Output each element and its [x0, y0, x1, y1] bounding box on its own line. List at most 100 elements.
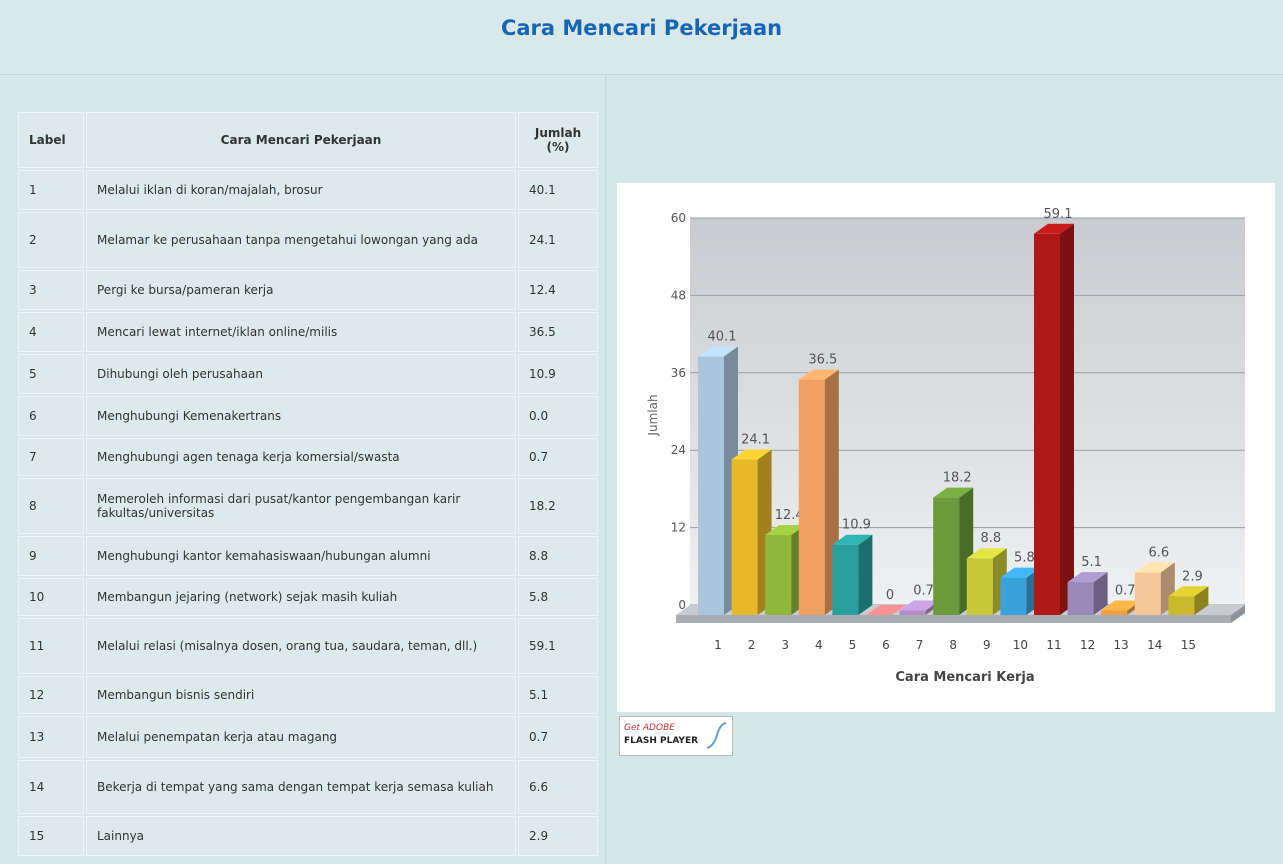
bar-top [866, 605, 906, 615]
y-axis-title: Jumlah [646, 394, 660, 436]
table-cell: Pergi ke bursa/pameran kerja [86, 270, 516, 310]
flash-badge[interactable]: Get ADOBE FLASH PLAYER [619, 716, 733, 756]
bar-top [1034, 223, 1074, 234]
table-cell: 0.7 [518, 716, 598, 758]
table-row: 6 Menghubungi Kemenakertrans 0.0 [18, 396, 598, 436]
table-cell: Bekerja di tempat yang sama dengan tempa… [86, 760, 516, 814]
x-tick-label: 9 [983, 638, 991, 652]
table-cell: 10 [18, 578, 84, 616]
table-row: 11 Melalui relasi (misalnya dosen, orang … [18, 618, 598, 674]
table-cell: 10.9 [518, 354, 598, 394]
table-cell: Melalui penempatan kerja atau magang [86, 716, 516, 758]
bar-side [1093, 572, 1108, 615]
table-cell: 12 [18, 676, 84, 714]
table-cell: 36.5 [518, 312, 598, 352]
table-row: 10 Membangun jejaring (network) sejak mas… [18, 578, 598, 616]
table-cell: 9 [18, 536, 84, 576]
table-cell: 5.8 [518, 578, 598, 616]
bar-top [1101, 600, 1142, 611]
x-tick-label: 4 [815, 638, 823, 652]
bar-top [966, 548, 1007, 559]
table-cell: Melamar ke perusahaan tanpa mengetahui l… [86, 212, 516, 268]
table-cell: Menghubungi agen tenaga kerja komersial/… [86, 438, 516, 476]
table-row: 8 Memeroleh informasi dari pusat/kantor p… [18, 478, 598, 534]
data-label: 0.7 [913, 583, 934, 598]
bar-top [798, 369, 839, 380]
bar-front [899, 610, 926, 615]
bar-top [765, 525, 806, 536]
table-row: 1 Melalui iklan di koran/majalah, brosur 4… [18, 170, 598, 210]
table-cell: Melalui relasi (misalnya dosen, orang tu… [86, 618, 516, 674]
table-cell: 5 [18, 354, 84, 394]
y-tick-label: 36 [671, 366, 686, 380]
table-cell: 11 [18, 618, 84, 674]
table-row: 2 Melamar ke perusahaan tanpa mengetahui … [18, 212, 598, 268]
bar-front [1134, 572, 1161, 615]
x-tick-label: 1 [714, 638, 722, 652]
table-row: 13 Melalui penempatan kerja atau magang 0.… [18, 716, 598, 758]
y-tick-label: 0 [678, 598, 686, 612]
table-cell: 2 [18, 212, 84, 268]
bar-top [1134, 562, 1175, 573]
table-row: 12 Membangun bisnis sendiri 5.1 [18, 676, 598, 714]
table-cell: 12.4 [518, 270, 598, 310]
data-label: 5.8 [1014, 551, 1035, 566]
table-cell: 6 [18, 396, 84, 436]
data-label: 8.8 [980, 531, 1001, 546]
bar-side [1194, 586, 1209, 615]
x-tick-label: 11 [1046, 638, 1061, 652]
x-tick-label: 15 [1181, 638, 1196, 652]
table-cell: 4 [18, 312, 84, 352]
bar-side [858, 534, 873, 615]
data-label: 40.1 [708, 329, 737, 344]
bar-top [1168, 586, 1209, 597]
table-cell: 2.9 [518, 816, 598, 856]
floor-front [676, 615, 1231, 623]
header: Cara Mencari Pekerjaan [0, 0, 1283, 75]
table-cell: 8.8 [518, 536, 598, 576]
bar-front [698, 356, 724, 615]
table-row: 3 Pergi ke bursa/pameran kerja 12.4 [18, 270, 598, 310]
table-cell: 8 [18, 478, 84, 534]
y-tick-label: 48 [671, 288, 686, 302]
bar-top [1000, 567, 1041, 578]
x-tick-label: 6 [882, 638, 890, 652]
bar-top [899, 600, 940, 611]
bar-front [933, 497, 960, 615]
floor-side [1231, 605, 1245, 623]
data-label: 10.9 [842, 518, 871, 533]
flash-icon [706, 722, 727, 749]
table-cell: 14 [18, 760, 84, 814]
bar-top [933, 487, 974, 498]
chart-box: 0 12 24 36 48 60 40.1 1 24.1 2 12.4 3 36.5 4 10.9 5 0 6 0.… [617, 183, 1275, 712]
table-cell: Memeroleh informasi dari pusat/kantor pe… [86, 478, 516, 534]
table-cell: 59.1 [518, 618, 598, 674]
bar-front [765, 535, 792, 615]
y-tick-label: 12 [671, 521, 686, 535]
bar-front [1000, 577, 1027, 615]
bar-front [1067, 582, 1094, 615]
column-header: Jumlah (%) [518, 112, 598, 168]
table-row: 15 Lainnya 2.9 [18, 816, 598, 856]
data-label: 2.9 [1182, 569, 1203, 584]
table-cell: Melalui iklan di koran/majalah, brosur [86, 170, 516, 210]
table-row: 4 Mencari lewat internet/iklan online/mil… [18, 312, 598, 352]
table-cell: 0.7 [518, 438, 598, 476]
data-label: 59.1 [1044, 207, 1073, 222]
x-tick-label: 5 [849, 638, 857, 652]
table-row: 14 Bekerja di tempat yang sama dengan tem… [18, 760, 598, 814]
x-tick-label: 12 [1080, 638, 1095, 652]
bar-top [698, 346, 738, 357]
x-tick-label: 10 [1013, 638, 1028, 652]
data-label: 24.1 [741, 433, 770, 448]
table-panel: Label Cara Mencari Pekerjaan Jumlah (%) 1 Me… [0, 75, 606, 864]
data-label: 5.1 [1081, 555, 1102, 570]
table-cell: Lainnya [86, 816, 516, 856]
bar-front [798, 379, 825, 615]
table-cell: Menghubungi kantor kemahasiswaan/hubunga… [86, 536, 516, 576]
table-cell: 5.1 [518, 676, 598, 714]
table-cell: 3 [18, 270, 84, 310]
column-header: Label [18, 112, 84, 168]
data-label: 0.7 [1115, 583, 1136, 598]
bar-top [1067, 572, 1108, 583]
